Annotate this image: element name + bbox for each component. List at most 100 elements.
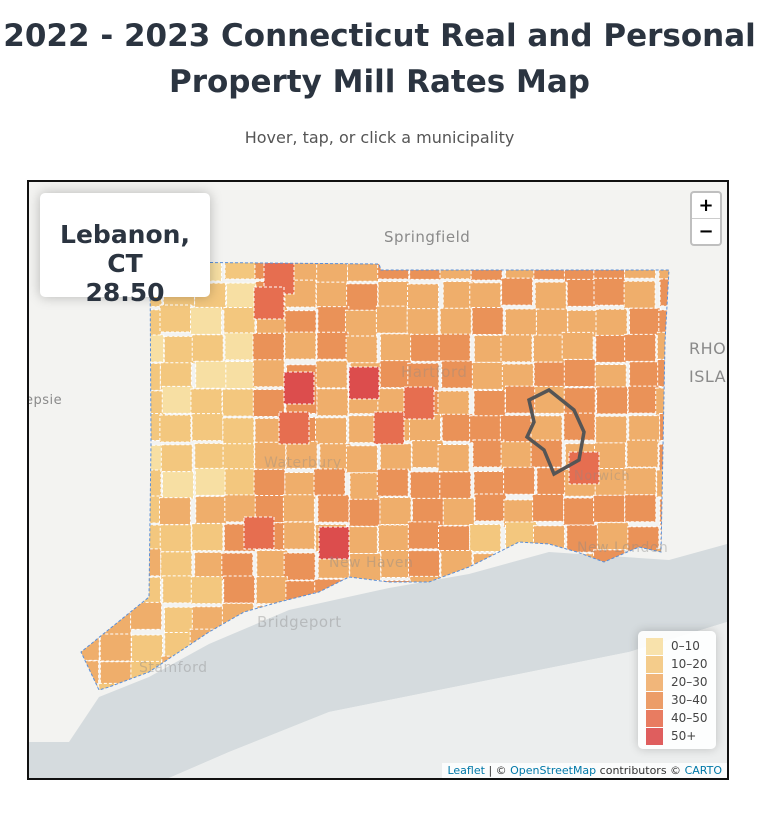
municipality xyxy=(81,471,100,500)
municipality xyxy=(315,360,348,389)
municipality xyxy=(472,439,505,468)
municipality xyxy=(441,413,474,442)
basemap-label: New London xyxy=(577,540,668,556)
municipality xyxy=(348,366,380,400)
municipality xyxy=(532,525,565,554)
legend-item: 30–40 xyxy=(646,691,716,709)
subtitle: Hover, tap, or click a municipality xyxy=(244,128,515,147)
municipality xyxy=(627,385,660,414)
municipality xyxy=(195,360,228,389)
municipality xyxy=(284,331,317,360)
municipality xyxy=(473,390,506,419)
municipality xyxy=(159,362,192,391)
municipality xyxy=(128,362,161,391)
basemap-label: epsie xyxy=(29,393,62,408)
municipality xyxy=(190,388,223,417)
municipality xyxy=(595,415,628,444)
municipality xyxy=(224,262,257,280)
municipality xyxy=(659,413,669,442)
municipality xyxy=(163,335,196,364)
basemap-label: Waterbury xyxy=(264,455,342,471)
info-town: Lebanon, CT xyxy=(60,220,190,278)
municipality xyxy=(561,331,594,360)
legend-swatch xyxy=(646,691,663,709)
zoom-out[interactable]: − xyxy=(698,221,714,242)
municipality xyxy=(379,360,412,389)
municipality xyxy=(505,262,538,280)
municipality xyxy=(191,523,224,552)
municipality xyxy=(408,550,441,579)
legend-item: 40–50 xyxy=(646,709,716,727)
municipality xyxy=(81,660,100,689)
basemap-label: Norwich xyxy=(574,469,630,484)
basemap-label: RHO xyxy=(689,339,726,358)
municipality xyxy=(533,262,566,280)
municipality xyxy=(346,283,379,312)
municipality xyxy=(344,309,377,338)
municipality xyxy=(345,526,378,555)
municipality xyxy=(99,418,132,447)
municipality xyxy=(224,332,257,361)
municipality xyxy=(100,333,133,362)
municipality xyxy=(226,282,259,311)
attribution-text: | © xyxy=(488,764,507,777)
map[interactable]: Springfield RHO ISLA epsie Hartford Waterbury… xyxy=(27,180,729,780)
municipality xyxy=(132,334,165,363)
municipality xyxy=(347,262,380,282)
municipality xyxy=(628,307,661,336)
municipality xyxy=(159,414,192,443)
municipality xyxy=(318,526,350,560)
municipality xyxy=(81,337,98,366)
municipality xyxy=(409,471,442,500)
municipality xyxy=(470,262,503,281)
municipality xyxy=(473,470,506,499)
municipality xyxy=(100,521,133,550)
municipality xyxy=(283,552,316,581)
municipality xyxy=(566,278,599,307)
legend-label: 0–10 xyxy=(671,639,700,653)
basemap-label: Springfield xyxy=(384,228,470,246)
municipality xyxy=(194,467,227,496)
municipality xyxy=(317,306,350,335)
municipality xyxy=(243,516,275,550)
municipality xyxy=(534,281,567,310)
municipality xyxy=(254,441,287,470)
legend-swatch xyxy=(646,637,663,655)
municipality xyxy=(438,333,471,362)
municipality xyxy=(96,387,129,416)
municipality xyxy=(439,307,472,336)
municipality xyxy=(282,494,315,523)
municipality xyxy=(221,602,254,631)
municipality xyxy=(568,451,600,485)
municipality xyxy=(315,417,348,446)
municipality xyxy=(161,385,194,414)
municipality xyxy=(474,493,507,522)
municipality xyxy=(377,262,410,280)
municipality xyxy=(283,521,316,550)
zoom-in[interactable]: + xyxy=(692,193,720,219)
municipality xyxy=(656,331,669,360)
municipality xyxy=(439,471,472,500)
municipality xyxy=(99,360,132,389)
municipality xyxy=(345,335,378,364)
municipality xyxy=(437,390,470,419)
municipality xyxy=(96,306,129,335)
municipality xyxy=(81,602,102,631)
municipality xyxy=(222,443,255,472)
municipality xyxy=(129,469,162,498)
municipality xyxy=(532,334,565,363)
municipality xyxy=(596,386,629,415)
carto-link[interactable]: CARTO xyxy=(684,764,722,777)
municipality xyxy=(190,306,223,335)
municipality xyxy=(500,441,533,470)
municipality xyxy=(624,333,657,362)
municipality xyxy=(658,443,669,472)
leaflet-link[interactable]: Leaflet xyxy=(447,764,485,777)
municipality xyxy=(563,359,596,388)
municipality xyxy=(316,331,349,360)
municipality xyxy=(471,307,504,336)
municipality xyxy=(441,360,474,389)
municipality xyxy=(409,262,442,280)
osm-link[interactable]: OpenStreetMap xyxy=(510,764,597,777)
legend-label: 50+ xyxy=(671,729,697,743)
